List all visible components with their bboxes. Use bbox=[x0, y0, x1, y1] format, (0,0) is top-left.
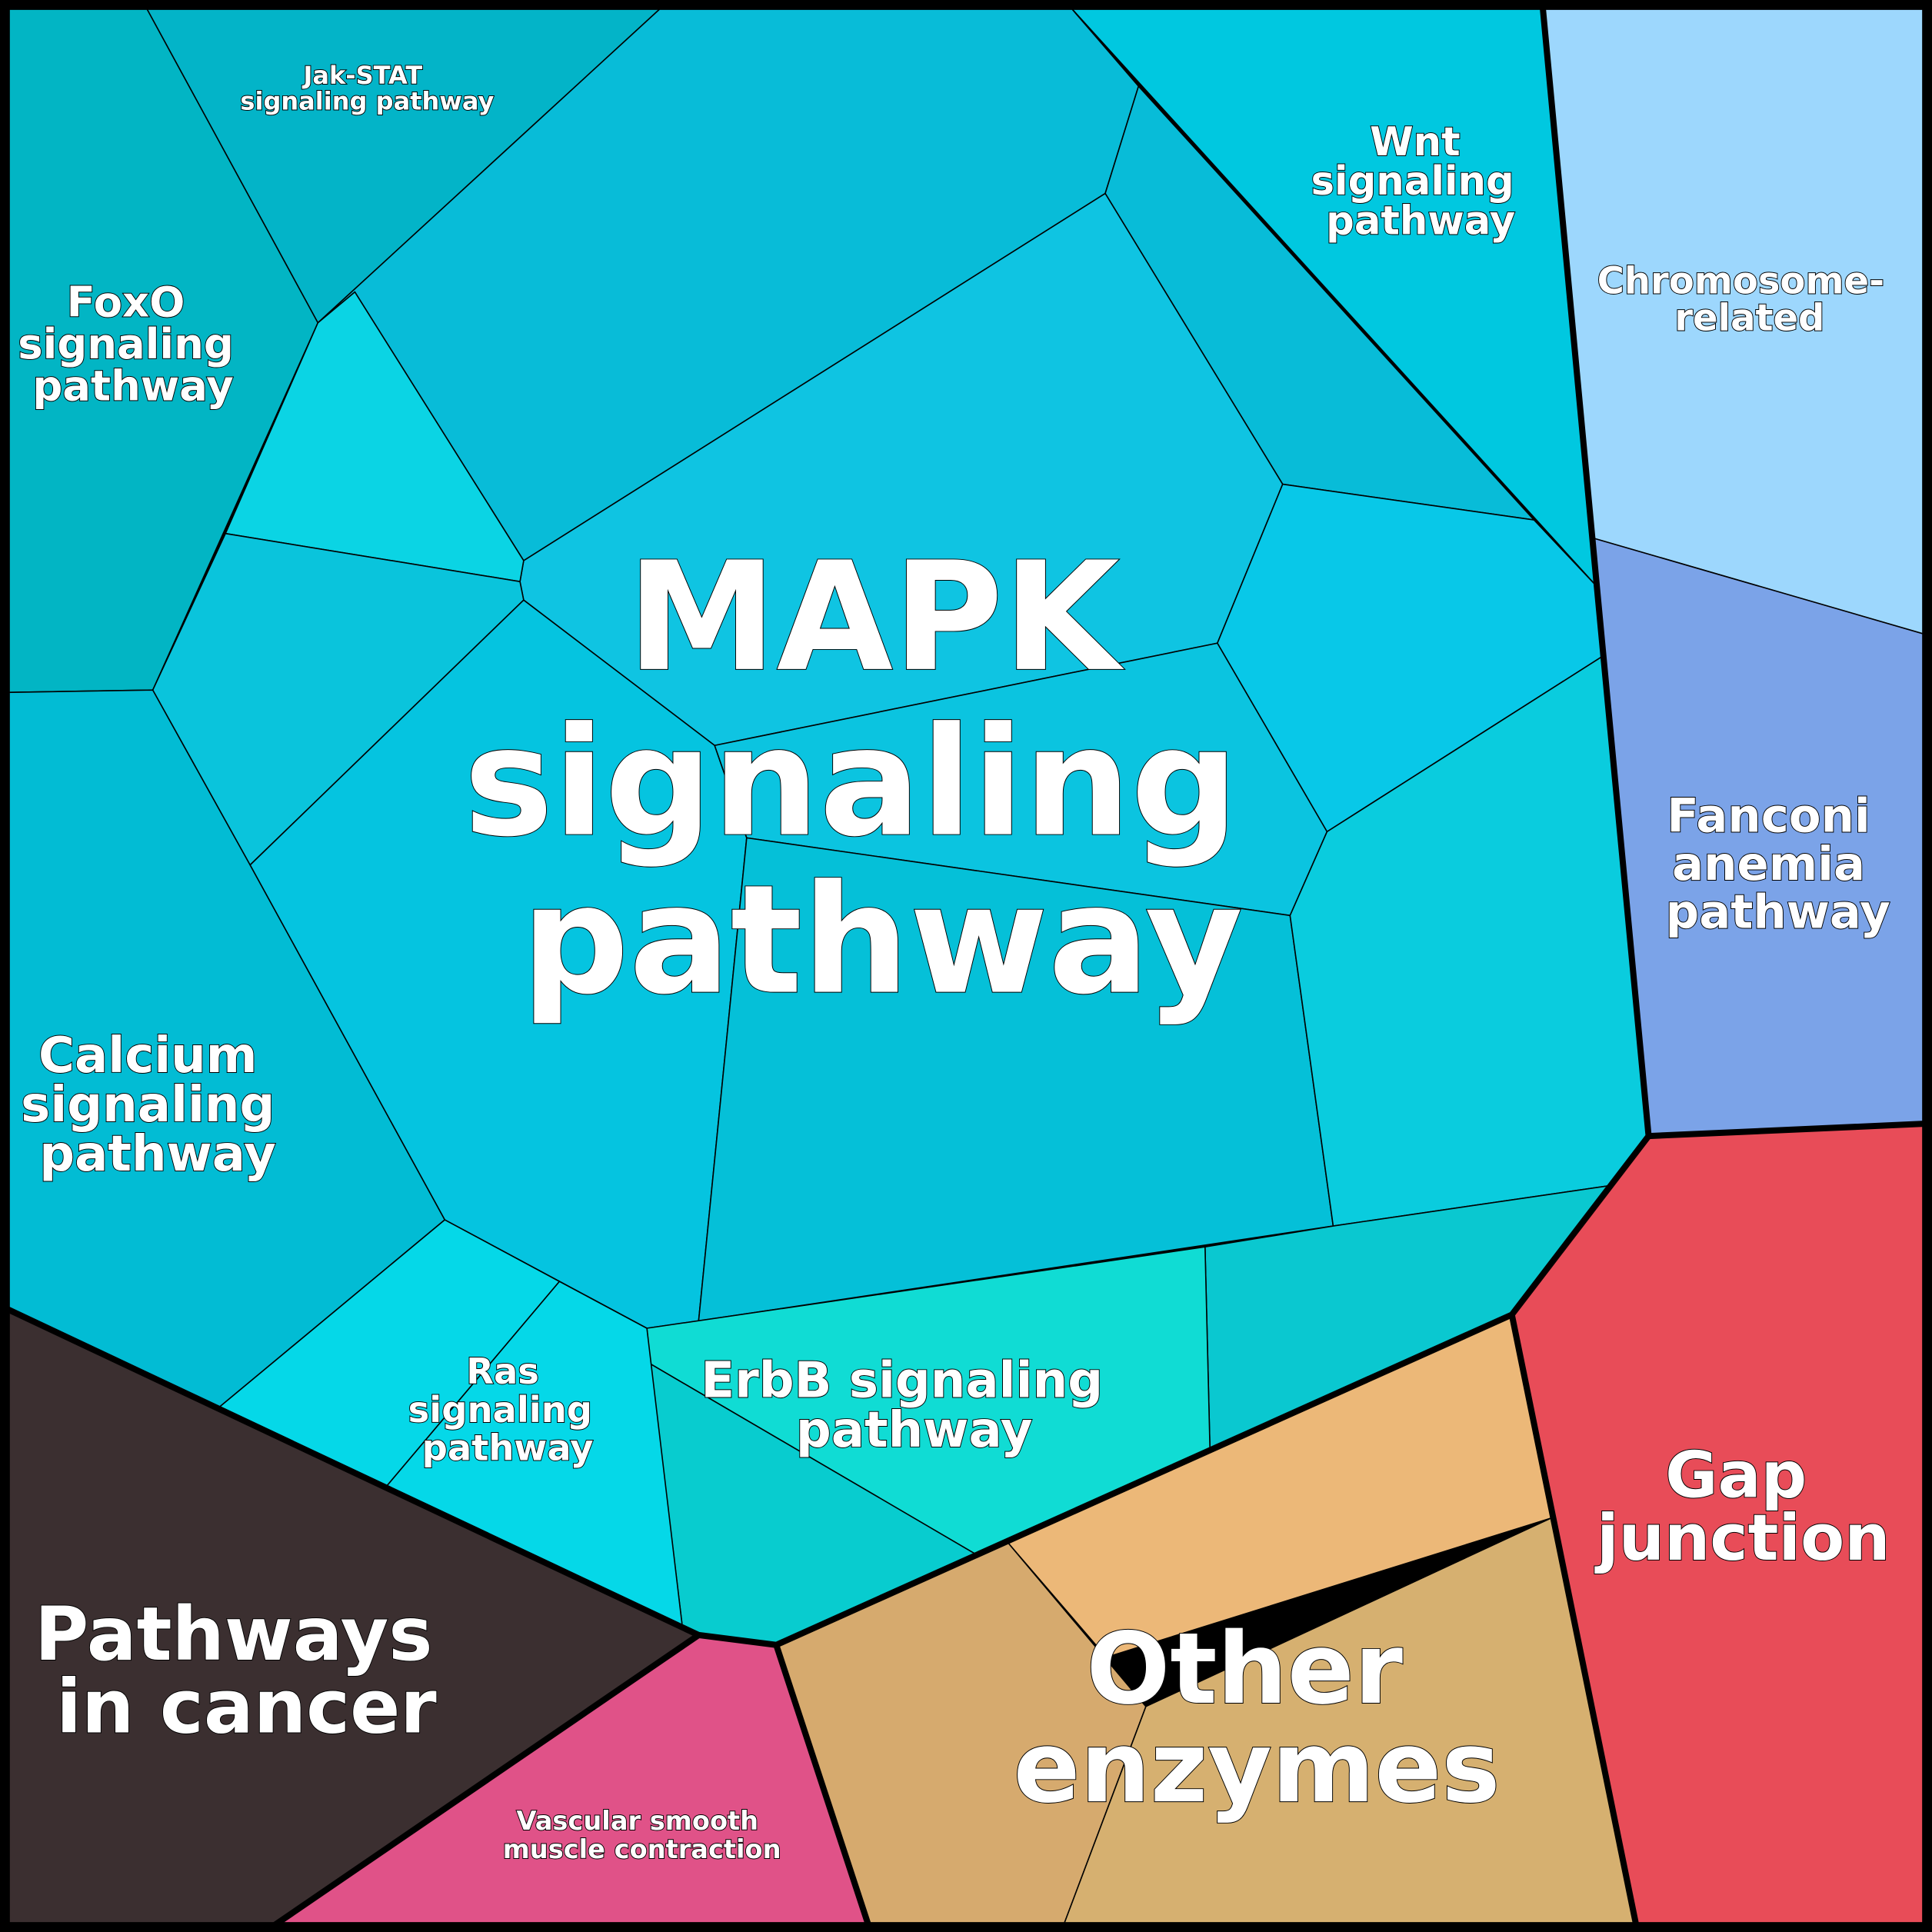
label-foxo: FoxO signaling pathway bbox=[18, 278, 248, 411]
label-pathways-in-cancer: Pathways in cancer bbox=[35, 1591, 458, 1750]
cell-mapk-e bbox=[225, 291, 525, 583]
label-calcium: Calcium signaling pathway bbox=[21, 1028, 292, 1183]
label-mapk: MAPK signaling pathway bbox=[464, 531, 1291, 1028]
label-gap-junction: Gap junction bbox=[1594, 1437, 1890, 1575]
group-border bbox=[773, 1644, 872, 1927]
group-border bbox=[1508, 1314, 1640, 1927]
label-erbb: ErbB signaling pathway bbox=[701, 1353, 1120, 1459]
label-jak-stat: Jak-STAT signaling pathway bbox=[240, 61, 494, 116]
label-vascular: Vascular smooth muscle contraction bbox=[503, 1806, 781, 1864]
label-ras: Ras signaling pathway bbox=[408, 1351, 605, 1468]
group-border bbox=[1648, 1121, 1927, 1140]
label-other-enzymes: Other enzymes bbox=[1014, 1612, 1501, 1825]
label-fanconi: Fanconi anemia pathway bbox=[1666, 788, 1890, 939]
group-border bbox=[271, 1632, 701, 1929]
label-wnt: Wnt signaling pathway bbox=[1311, 119, 1528, 245]
label-chromosome: Chromosome- related bbox=[1597, 259, 1897, 339]
